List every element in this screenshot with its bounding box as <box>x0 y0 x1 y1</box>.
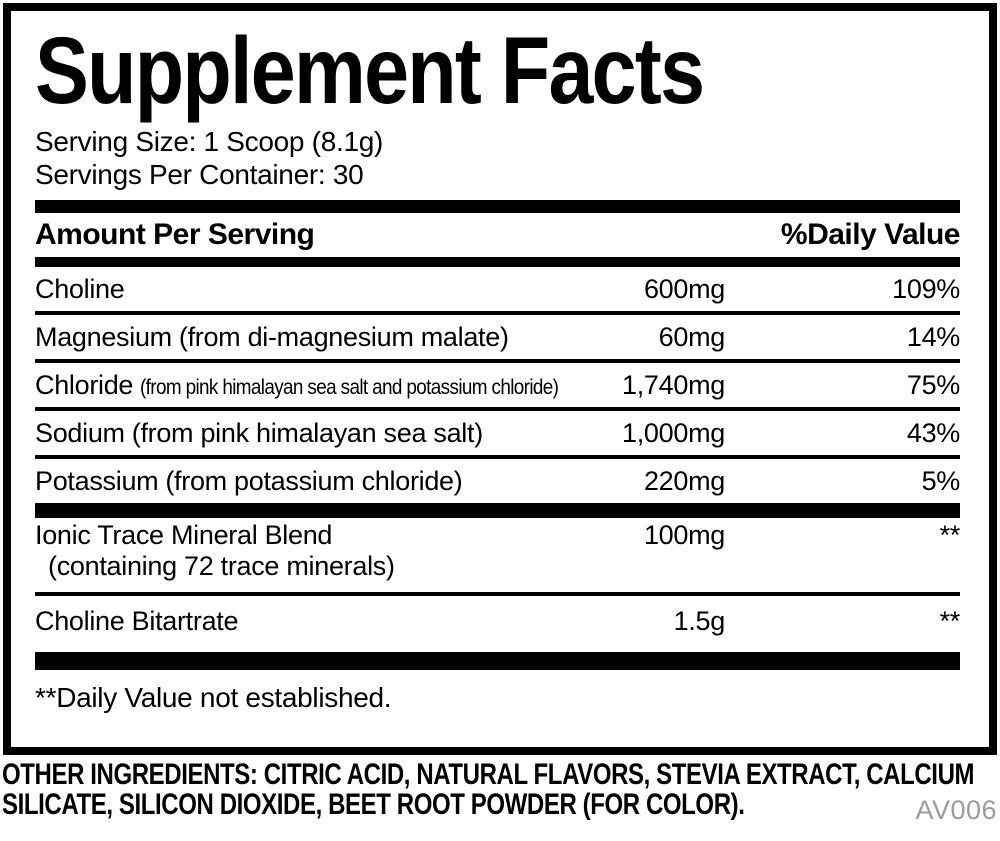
thick-separator-bar-middle <box>35 503 960 518</box>
ingredient-qualifier: (from di-magnesium malate) <box>178 321 509 352</box>
label-footer: OTHER INGREDIENTS: CITRIC ACID, NATURAL … <box>2 760 998 820</box>
serving-info: Serving Size: 1 Scoop (8.1g) Servings Pe… <box>35 125 960 191</box>
daily-value: ** <box>939 605 961 636</box>
amount-value: 600mg <box>643 273 725 304</box>
ingredient-name: Chloride <box>35 369 134 400</box>
table-row: Magnesium (from di-magnesium malate) 60mg… <box>35 315 960 363</box>
label-code: AV006 <box>915 795 997 825</box>
panel-title: Supplement Facts <box>35 18 705 124</box>
daily-value-header: %Daily Value <box>780 218 961 251</box>
table-row: Sodium (from pink himalayan sea salt) 1,0… <box>35 411 960 459</box>
ingredient-qualifier: (from potassium chloride) <box>165 465 463 496</box>
daily-value: 14% <box>906 321 960 352</box>
table-row: Chloride (from pink himalayan sea salt an… <box>35 363 960 411</box>
amount-value: 1,000mg <box>622 417 725 448</box>
daily-value: 109% <box>892 273 960 304</box>
supplement-facts-panel: Supplement Facts Serving Size: 1 Scoop (… <box>3 3 997 755</box>
ingredient-name: Magnesium <box>35 321 172 352</box>
ingredient-label: Potassium (from potassium chloride) <box>35 466 615 497</box>
ingredient-qualifier: (from pink himalayan sea salt) <box>131 417 483 448</box>
ingredient-name: Choline Bitartrate <box>35 605 239 636</box>
nutrient-rows-group-main: Choline 600mg 109% Magnesium (from di-mag… <box>35 267 960 503</box>
ingredient-subline: (containing 72 trace minerals) <box>48 551 395 581</box>
daily-value: 5% <box>921 465 961 496</box>
daily-value: 43% <box>906 417 960 448</box>
thick-separator-bar-bottom <box>35 652 960 670</box>
amount-value: 60mg <box>658 321 726 352</box>
ingredient-label: Choline <box>35 274 615 305</box>
ingredient-name: Choline <box>35 273 125 304</box>
amount-value: 100mg <box>643 520 725 550</box>
daily-value: 75% <box>906 369 960 400</box>
table-row: Potassium (from potassium chloride) 220mg… <box>35 459 960 503</box>
ingredient-label: Magnesium (from di-magnesium malate) <box>35 322 615 353</box>
serving-size-text: Serving Size: 1 Scoop (8.1g) <box>35 126 384 157</box>
ingredient-name: Potassium <box>35 465 159 496</box>
ingredient-name: Sodium <box>35 417 125 448</box>
amount-value: 1,740mg <box>622 369 725 400</box>
ingredient-name: Ionic Trace Mineral Blend <box>35 520 333 550</box>
ingredient-label: Chloride (from pink himalayan sea salt an… <box>35 370 615 401</box>
ingredient-label: Choline Bitartrate <box>35 606 615 637</box>
daily-value-footnote: **Daily Value not established. <box>35 682 392 713</box>
nutrient-rows-group-blend: Ionic Trace Mineral Blend 100mg ** (cont… <box>35 518 960 646</box>
ingredient-label: Sodium (from pink himalayan sea salt) <box>35 418 615 449</box>
other-ingredients-text: OTHER INGREDIENTS: CITRIC ACID, NATURAL … <box>2 758 975 821</box>
servings-per-container-text: Servings Per Container: 30 <box>35 159 364 190</box>
ingredient-qualifier: (from pink himalayan sea salt and potass… <box>140 375 559 399</box>
amount-per-serving-header: Amount Per Serving <box>35 218 315 251</box>
table-row: Choline 600mg 109% <box>35 267 960 315</box>
thick-separator-bar-top <box>35 200 960 213</box>
daily-value: ** <box>939 520 961 550</box>
amount-value: 220mg <box>643 465 725 496</box>
table-row: Choline Bitartrate 1.5g ** <box>35 596 960 646</box>
table-header-row: Amount Per Serving %Daily Value <box>35 213 961 257</box>
amount-value: 1.5g <box>673 605 726 636</box>
ingredient-label: Ionic Trace Mineral Blend <box>35 520 615 551</box>
thick-separator-bar-header <box>35 257 960 267</box>
table-row: Ionic Trace Mineral Blend 100mg ** (cont… <box>35 518 960 596</box>
